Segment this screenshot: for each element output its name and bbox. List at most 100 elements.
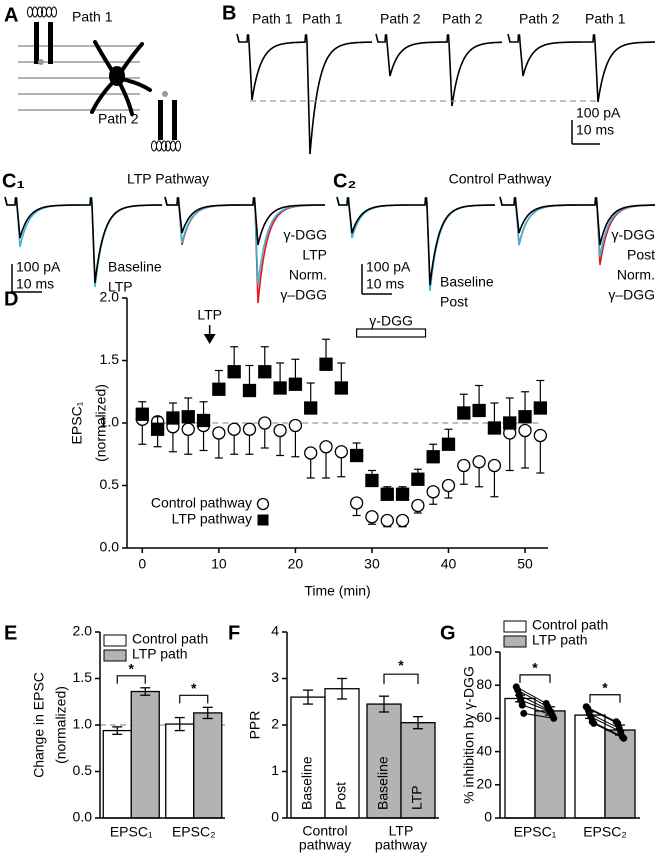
path-label: Path 2 bbox=[98, 111, 139, 127]
legend-label: γ-DGG bbox=[611, 227, 655, 243]
scale-label: 10 ms bbox=[576, 122, 614, 138]
bar bbox=[604, 729, 636, 819]
trace bbox=[499, 196, 655, 246]
y-tick-label: 20 bbox=[476, 776, 492, 792]
y-tick-label: 0 bbox=[271, 809, 279, 825]
x-tick-label: EPSC₂ bbox=[172, 824, 216, 840]
marker bbox=[457, 406, 471, 420]
bar bbox=[165, 723, 195, 819]
y-tick-label: 1.0 bbox=[73, 716, 93, 732]
y-tick-label: 0.5 bbox=[100, 476, 120, 492]
panel-label: C₁ bbox=[2, 170, 25, 192]
pair-line bbox=[590, 716, 621, 733]
marker bbox=[533, 401, 547, 415]
soma bbox=[109, 66, 125, 86]
marker bbox=[518, 410, 532, 424]
marker bbox=[533, 428, 547, 443]
significance-label: * bbox=[602, 679, 608, 695]
bar bbox=[102, 729, 132, 819]
legend-label: LTP pathway bbox=[172, 511, 252, 527]
pair-line bbox=[517, 689, 548, 708]
electrode-coil bbox=[151, 140, 157, 152]
bar bbox=[534, 710, 566, 819]
pair-line bbox=[516, 686, 547, 704]
significance-bracket bbox=[179, 694, 209, 704]
marker bbox=[227, 422, 241, 436]
x-tick-label: 30 bbox=[364, 556, 380, 572]
bar bbox=[193, 712, 223, 819]
marker bbox=[288, 377, 303, 391]
pair-line bbox=[522, 704, 553, 716]
y-tick-label: 0.0 bbox=[73, 809, 93, 825]
bar-label: LTP bbox=[409, 785, 425, 810]
legend-label: γ–DGG bbox=[280, 287, 327, 303]
y-tick-label: 60 bbox=[476, 709, 492, 725]
bar-label: Baseline bbox=[375, 756, 391, 810]
axis-label: EPSC₁ bbox=[69, 401, 85, 444]
legend-label: LTP path bbox=[132, 646, 188, 662]
marker bbox=[319, 440, 333, 454]
marker bbox=[181, 410, 195, 424]
trace-label: Path 2 bbox=[380, 11, 421, 27]
significance-label: * bbox=[398, 657, 404, 673]
point bbox=[518, 701, 526, 709]
legend-label: Control path bbox=[132, 631, 208, 647]
stim-site bbox=[38, 59, 44, 65]
electrode-coil bbox=[175, 140, 181, 152]
axis-label: Time (min) bbox=[304, 583, 370, 599]
marker bbox=[411, 472, 425, 486]
marker bbox=[365, 510, 379, 524]
y-tick-label: 1.0 bbox=[100, 414, 120, 430]
annotation-bar bbox=[356, 328, 427, 338]
x-tick-label: 50 bbox=[517, 556, 533, 572]
marker bbox=[457, 458, 471, 473]
y-tick-label: 3 bbox=[271, 669, 279, 685]
scale-label: 100 pA bbox=[576, 105, 621, 121]
electrode bbox=[48, 22, 53, 64]
significance-bracket bbox=[383, 673, 419, 685]
bar-label: Post bbox=[333, 782, 349, 810]
marker bbox=[242, 383, 257, 398]
bar-label: Baseline bbox=[299, 756, 315, 810]
legend-marker bbox=[256, 497, 270, 511]
panel-title: LTP Pathway bbox=[127, 171, 209, 187]
marker bbox=[487, 458, 502, 473]
bar bbox=[324, 688, 360, 819]
point bbox=[590, 719, 598, 727]
marker bbox=[258, 365, 272, 379]
pair-line bbox=[587, 707, 618, 724]
annotation: γ-DGG bbox=[369, 313, 413, 329]
pair-line bbox=[519, 694, 550, 711]
scale-label: 10 ms bbox=[16, 276, 54, 292]
marker bbox=[441, 437, 456, 451]
stim-site bbox=[162, 91, 168, 97]
marker bbox=[258, 416, 272, 430]
axis-label: % inhibition by γ-DGG bbox=[461, 666, 477, 804]
marker bbox=[212, 426, 226, 440]
x-tick-label: EPSC₁ bbox=[514, 824, 557, 840]
marker bbox=[242, 422, 257, 436]
marker bbox=[150, 422, 165, 436]
electrode-coil bbox=[46, 6, 52, 18]
marker bbox=[487, 421, 502, 435]
trace bbox=[507, 33, 655, 103]
legend-label: Norm. bbox=[617, 267, 655, 283]
x-tick-label: 0 bbox=[138, 556, 146, 572]
marker bbox=[273, 423, 287, 438]
pair-line bbox=[523, 712, 554, 719]
electrode bbox=[158, 100, 163, 140]
legend-label: Baseline bbox=[108, 259, 162, 275]
y-tick-label: 1 bbox=[271, 762, 279, 778]
x-tick-label: EPSC₂ bbox=[583, 824, 627, 840]
panel-label: G bbox=[440, 622, 456, 644]
significance-bracket bbox=[589, 694, 621, 703]
panel-label: C₂ bbox=[333, 170, 356, 192]
marker bbox=[380, 487, 394, 501]
legend-label: Norm. bbox=[289, 267, 327, 283]
marker bbox=[349, 448, 364, 463]
marker bbox=[503, 416, 517, 430]
pair-line bbox=[593, 722, 624, 739]
trace bbox=[164, 196, 325, 246]
marker bbox=[319, 357, 333, 371]
marker bbox=[411, 498, 425, 513]
